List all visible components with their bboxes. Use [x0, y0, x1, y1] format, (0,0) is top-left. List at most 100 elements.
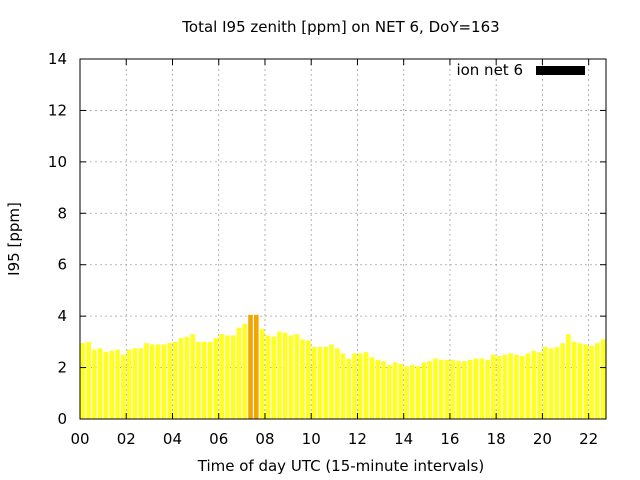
bar — [92, 349, 97, 419]
bar — [386, 365, 392, 419]
bar — [508, 353, 513, 419]
bar — [571, 341, 577, 419]
bar — [242, 323, 248, 419]
bar — [490, 354, 496, 419]
bar — [138, 348, 143, 419]
bar — [225, 335, 230, 419]
y-axis-label: I95 [ppm] — [5, 202, 23, 276]
bar — [548, 348, 554, 419]
bar — [543, 347, 548, 419]
bar — [323, 347, 328, 419]
x-tick-label: 06 — [209, 430, 228, 448]
x-tick-label: 18 — [487, 430, 506, 448]
x-tick-label: 12 — [348, 430, 367, 448]
bar — [311, 347, 317, 419]
bar — [271, 336, 276, 419]
x-tick-label: 16 — [440, 430, 459, 448]
bar — [259, 329, 265, 419]
bar — [485, 359, 490, 419]
bar — [86, 341, 91, 419]
bar — [358, 353, 363, 419]
bar — [600, 339, 606, 419]
legend-label: ion net 6 — [456, 61, 523, 79]
bar — [80, 343, 86, 419]
bar — [248, 314, 253, 419]
bar — [144, 343, 149, 419]
bar — [519, 356, 525, 419]
bar — [207, 341, 213, 419]
x-axis-label: Time of day UTC (15-minute intervals) — [197, 457, 484, 475]
x-tick-label: 10 — [302, 430, 321, 448]
x-tick-label: 02 — [117, 430, 136, 448]
bar — [462, 361, 467, 419]
x-tick-label: 20 — [533, 430, 552, 448]
bar — [132, 348, 138, 419]
bar — [282, 332, 288, 419]
legend: ion net 6 — [456, 61, 585, 79]
bar — [375, 359, 380, 419]
bar — [294, 334, 300, 419]
bar — [103, 352, 109, 419]
bar — [589, 345, 594, 419]
bar — [277, 331, 282, 419]
bar — [161, 344, 167, 419]
bar — [444, 359, 450, 419]
bar — [554, 347, 560, 419]
bar — [97, 348, 103, 419]
bar — [369, 357, 375, 419]
bar — [317, 347, 323, 419]
bar — [167, 343, 172, 419]
bar — [514, 354, 519, 419]
bar — [595, 343, 600, 419]
bar — [438, 359, 444, 419]
bar — [196, 341, 201, 419]
bar — [525, 353, 531, 419]
y-tick-label: 10 — [48, 153, 67, 171]
bar — [363, 352, 369, 419]
y-tick-label: 2 — [57, 359, 67, 377]
bar — [450, 359, 456, 419]
bar — [346, 358, 352, 419]
bar — [178, 338, 184, 419]
bar — [121, 354, 126, 419]
bar — [415, 366, 421, 419]
bar — [577, 343, 583, 419]
bar — [537, 352, 542, 419]
bar — [456, 361, 461, 419]
legend-swatch — [536, 66, 585, 75]
bar — [496, 356, 502, 419]
bar — [219, 334, 224, 419]
bar — [288, 335, 294, 419]
x-tick-labels: 00 02 04 06 08 10 12 14 16 18 20 22 — [70, 430, 598, 448]
bars — [80, 314, 606, 419]
bar — [340, 353, 346, 419]
bar — [583, 344, 589, 419]
y-tick-label: 12 — [48, 101, 67, 119]
bar — [473, 358, 479, 419]
bar — [190, 334, 196, 419]
x-tick-label: 14 — [394, 430, 413, 448]
x-tick-label: 08 — [255, 430, 274, 448]
x-tick-label: 00 — [70, 430, 89, 448]
bar — [201, 341, 207, 419]
bar — [265, 335, 271, 419]
bar — [254, 314, 259, 419]
bar — [126, 349, 132, 419]
bar — [421, 362, 427, 419]
plot-frame — [79, 58, 607, 420]
y-tick-labels: 0 2 4 6 8 10 12 14 — [48, 50, 67, 428]
bar — [502, 354, 508, 419]
y-tick-label: 0 — [57, 410, 67, 428]
bar — [115, 349, 120, 419]
y-tick-label: 6 — [57, 256, 67, 274]
x-tick-label: 04 — [163, 430, 182, 448]
grid — [80, 59, 606, 419]
bar — [479, 358, 485, 419]
y-tick-label: 4 — [57, 307, 67, 325]
bar — [230, 335, 236, 419]
bar — [236, 327, 242, 419]
bar — [404, 366, 409, 419]
bar — [213, 338, 219, 419]
bar — [566, 334, 571, 419]
